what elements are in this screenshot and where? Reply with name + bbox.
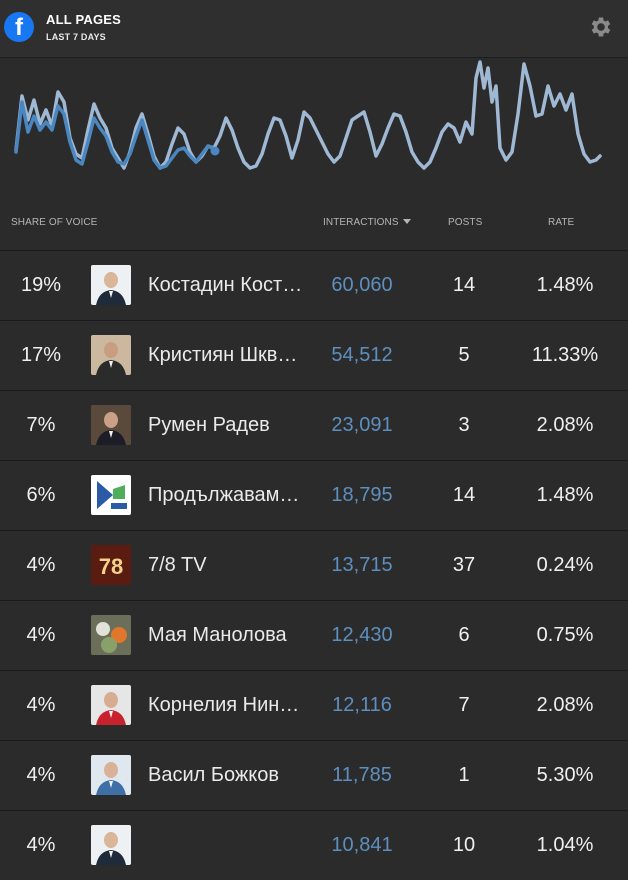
page-name[interactable]: Мая Манолова [148, 624, 287, 646]
avatar-image [91, 755, 131, 795]
share-of-voice-value: 4% [26, 764, 56, 786]
table-row[interactable]: 4% 10,841 10 1.04% [0, 810, 628, 880]
pages-table: 19% Костадин Кост… 60,060 14 1.48% 17% Кристия… [0, 250, 628, 880]
table-row[interactable]: 4% Мая Манолова 12,430 6 0.75% [0, 600, 628, 670]
interactions-value[interactable]: 12,116 [332, 694, 392, 716]
avatar-image [91, 475, 131, 515]
column-header-rate[interactable]: RATE [548, 217, 575, 228]
header: f ALL PAGES LAST 7 DAYS [0, 0, 628, 58]
avatar[interactable]: 78 [91, 545, 131, 585]
rate-value: 0.24% [536, 554, 594, 576]
table-row[interactable]: 19% Костадин Кост… 60,060 14 1.48% [0, 250, 628, 320]
interactions-value[interactable]: 60,060 [331, 274, 393, 296]
trend-line-current [14, 100, 214, 170]
column-header-posts[interactable]: POSTS [448, 217, 483, 228]
share-of-voice-value: 17% [20, 344, 62, 366]
avatar[interactable] [91, 685, 131, 725]
posts-value: 6 [458, 624, 470, 646]
share-of-voice-value: 4% [26, 834, 56, 856]
avatar-image [91, 615, 131, 655]
table-row[interactable]: 4% 78 7/8 TV 13,715 37 0.24% [0, 530, 628, 600]
page-name[interactable]: Продължавам… [148, 484, 300, 506]
table-row[interactable]: 17% Кристиян Шкв… 54,512 5 11.33% [0, 320, 628, 390]
rate-value: 2.08% [536, 694, 594, 716]
share-of-voice-value: 4% [26, 624, 56, 646]
rate-value: 1.48% [536, 484, 594, 506]
posts-value: 37 [452, 554, 476, 576]
interactions-value[interactable]: 18,795 [331, 484, 393, 506]
interactions-value[interactable]: 11,785 [332, 764, 392, 786]
page-name[interactable]: 7/8 TV [148, 554, 207, 576]
avatar-image [91, 265, 131, 305]
avatar-image [91, 825, 131, 865]
column-header-interactions-label: INTERACTIONS [323, 217, 399, 228]
page-name[interactable]: Костадин Кост… [148, 274, 303, 296]
interactions-value[interactable]: 10,841 [331, 834, 393, 856]
sort-down-icon [402, 218, 411, 224]
share-of-voice-value: 4% [26, 554, 56, 576]
rate-value: 1.48% [536, 274, 594, 296]
interactions-value[interactable]: 54,512 [331, 344, 393, 366]
rate-value: 11.33% [531, 344, 599, 366]
share-of-voice-value: 6% [26, 484, 56, 506]
facebook-logo-letter: f [15, 14, 23, 41]
posts-value: 7 [458, 694, 470, 716]
rate-value: 2.08% [536, 414, 594, 436]
column-header-share: SHARE OF VOICE [11, 217, 98, 228]
interactions-trend-chart [0, 58, 628, 200]
table-row[interactable]: 4% Корнелия Нин… 12,116 7 2.08% [0, 670, 628, 740]
avatar-image [91, 405, 131, 445]
avatar[interactable] [91, 405, 131, 445]
page-name[interactable]: Васил Божков [148, 764, 279, 786]
page-subtitle: LAST 7 DAYS [46, 32, 106, 42]
page-name[interactable]: Кристиян Шкв… [148, 344, 298, 366]
page-name[interactable]: Румен Радев [148, 414, 270, 436]
posts-value: 5 [458, 344, 470, 366]
share-of-voice-value: 19% [20, 274, 62, 296]
share-of-voice-value: 7% [26, 414, 56, 436]
table-row[interactable]: 7% Румен Радев 23,091 3 2.08% [0, 390, 628, 460]
rate-value: 1.04% [536, 834, 594, 856]
posts-value: 10 [452, 834, 476, 856]
posts-value: 3 [458, 414, 470, 436]
rate-value: 5.30% [536, 764, 594, 786]
posts-value: 14 [452, 274, 476, 296]
table-row[interactable]: 4% Васил Божков 11,785 1 5.30% [0, 740, 628, 810]
posts-value: 1 [458, 764, 470, 786]
interactions-value[interactable]: 23,091 [331, 414, 393, 436]
avatar[interactable] [91, 475, 131, 515]
avatar[interactable] [91, 825, 131, 865]
facebook-logo-icon: f [4, 12, 34, 42]
rate-value: 0.75% [536, 624, 594, 646]
avatar[interactable] [91, 265, 131, 305]
interactions-value[interactable]: 13,715 [331, 554, 393, 576]
avatar-image: 78 [91, 545, 131, 585]
share-of-voice-value: 4% [26, 694, 56, 716]
trend-current-point [210, 146, 220, 156]
page-name[interactable] [148, 811, 308, 880]
avatar-image [91, 335, 131, 375]
table-row[interactable]: 6% Продължавам… 18,795 14 1.48% [0, 460, 628, 530]
avatar[interactable] [91, 755, 131, 795]
page-name[interactable]: Корнелия Нин… [148, 694, 300, 716]
page-title: ALL PAGES [46, 12, 121, 27]
avatar-image [91, 685, 131, 725]
gear-icon[interactable] [588, 14, 614, 40]
avatar[interactable] [91, 615, 131, 655]
interactions-value[interactable]: 12,430 [331, 624, 393, 646]
posts-value: 14 [452, 484, 476, 506]
column-header-interactions[interactable]: INTERACTIONS [323, 217, 411, 228]
trend-line-all-pages [14, 60, 602, 170]
avatar-logo-text: 78 [99, 554, 123, 579]
avatar[interactable] [91, 335, 131, 375]
